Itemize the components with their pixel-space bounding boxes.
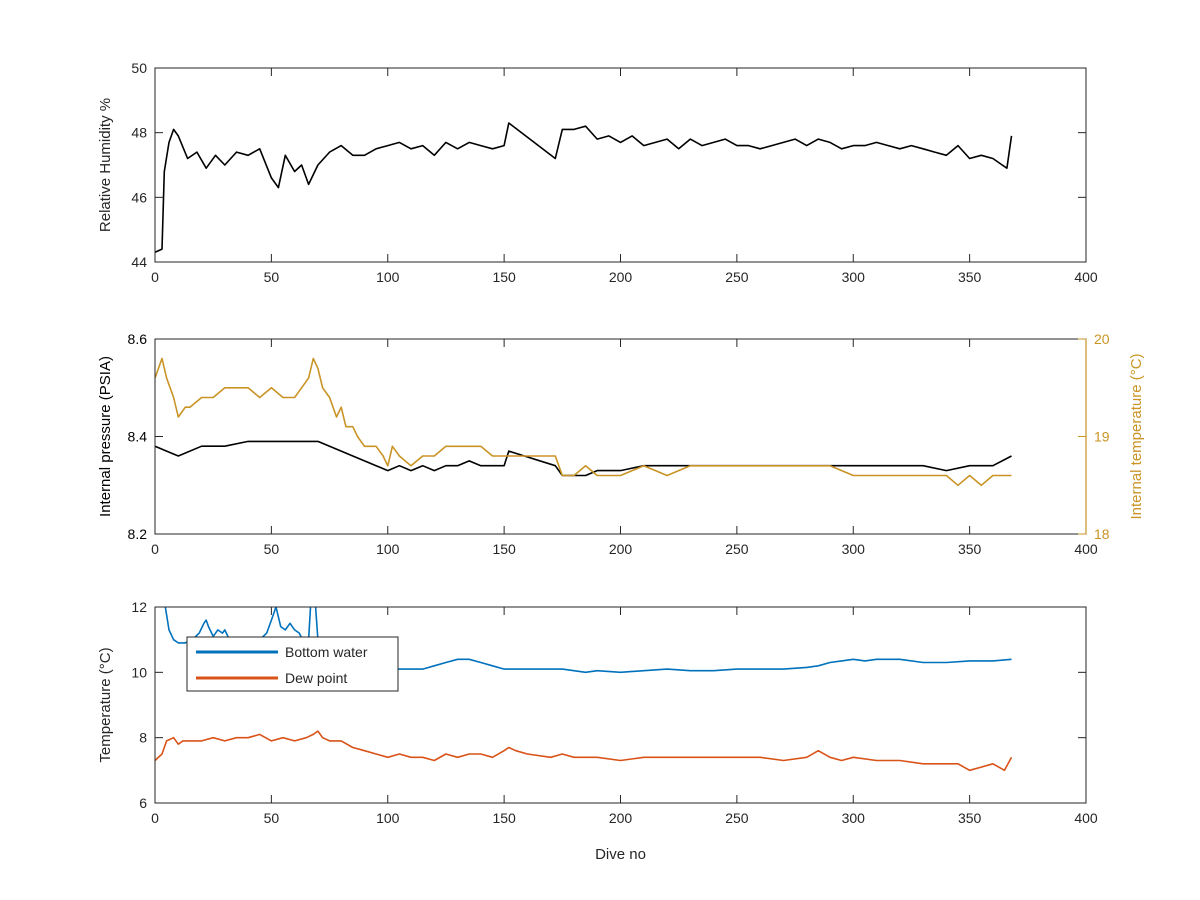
x-tick-label: 350 [958,269,982,285]
y-tick-label: 10 [131,664,147,680]
y-right-tick-label: 20 [1094,331,1110,347]
x-tick-label: 300 [842,541,866,557]
x-tick-label: 50 [264,269,280,285]
series-line-3-2 [155,730,1013,772]
y-tick-label: 8.6 [128,331,148,347]
legend-box [186,636,399,692]
x-tick-label: 200 [609,810,633,826]
x-tick-label: 0 [151,541,159,557]
x-tick-label: 400 [1074,810,1098,826]
axes-box-2 [154,338,1087,535]
x-tick-label: 350 [958,541,982,557]
x-tick-label: 150 [492,810,516,826]
y-tick-label: 8.2 [128,526,148,542]
x-tick-label: 50 [264,541,280,557]
x-tick-label: 0 [151,810,159,826]
y-axis-label: Relative Humidity % [97,98,114,232]
y-right-axis-label: Internal temperature (°C) [1128,353,1145,519]
x-tick-label: 200 [609,541,633,557]
y-tick-label: 46 [131,189,147,205]
x-tick-label: 100 [376,810,400,826]
x-axis-label: Dive no [595,846,646,863]
axes-box-1 [154,67,1087,263]
x-tick-label: 0 [151,269,159,285]
x-tick-label: 250 [725,541,749,557]
y-right-tick-label: 19 [1094,429,1110,445]
legend-label-2: Dew point [285,670,347,686]
y-axis-label: Temperature (°C) [97,647,114,762]
series-line-2-2 [155,357,1012,487]
x-tick-label: 100 [376,269,400,285]
x-tick-label: 200 [609,269,633,285]
x-tick-label: 300 [842,810,866,826]
y-tick-label: 6 [139,795,147,811]
series-line-1-1 [155,122,1013,254]
y-tick-label: 50 [131,60,147,76]
x-tick-label: 400 [1074,541,1098,557]
x-tick-label: 50 [264,810,280,826]
x-tick-label: 150 [492,269,516,285]
axes-box-3 [154,606,1087,804]
y-tick-label: 12 [131,599,147,615]
y-tick-label: 8.4 [128,429,148,445]
series-line-2-1 [155,440,1012,477]
y-tick-label: 8 [139,730,147,746]
x-tick-label: 100 [376,541,400,557]
x-tick-label: 400 [1074,269,1098,285]
y-right-tick-label: 18 [1094,526,1110,542]
x-tick-label: 350 [958,810,982,826]
legend-label-1: Bottom water [285,644,368,660]
y-axis-label: Internal pressure (PSIA) [97,356,114,517]
x-tick-label: 250 [725,269,749,285]
x-tick-label: 300 [842,269,866,285]
y-tick-label: 44 [131,254,147,270]
x-tick-label: 250 [725,810,749,826]
y-tick-label: 48 [131,125,147,141]
x-tick-label: 150 [492,541,516,557]
